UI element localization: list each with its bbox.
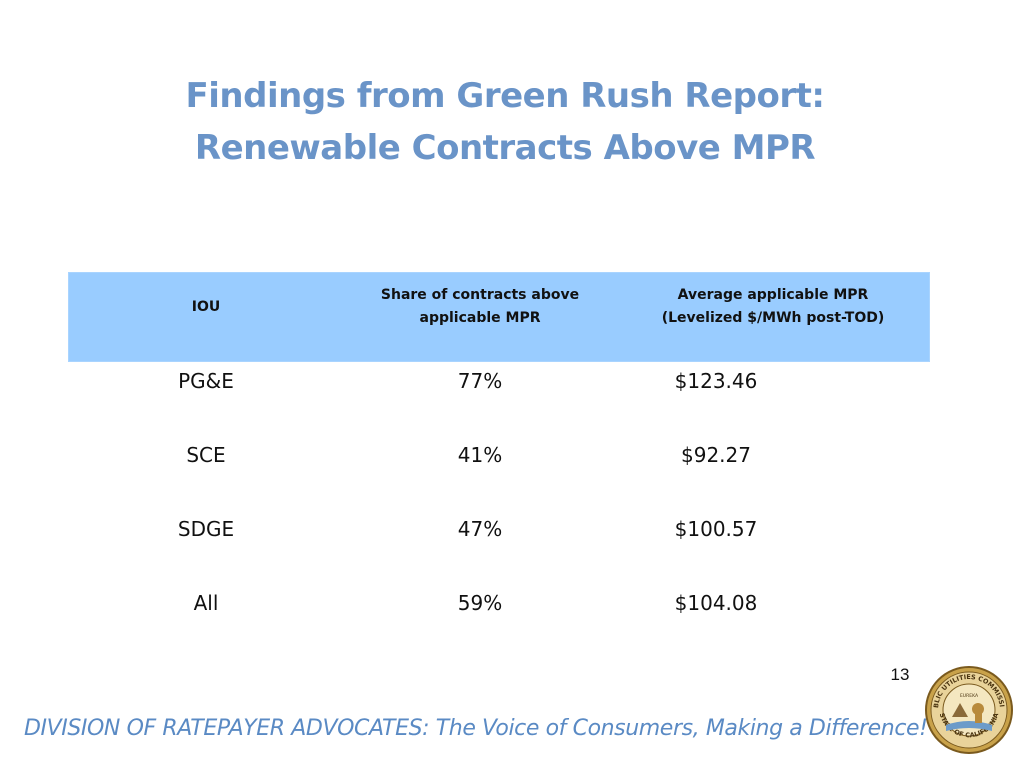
page-number: 13 xyxy=(890,665,910,684)
table-row: SCE 41% $92.27 xyxy=(68,436,930,510)
header-share-line-2: applicable MPR xyxy=(419,310,541,326)
cell-iou: SDGE xyxy=(177,517,235,541)
slide-title-line-2: Renewable Contracts Above MPR xyxy=(194,128,816,168)
header-average-mpr: Average applicable MPR (Levelized $/MWh … xyxy=(616,272,930,362)
footer-tagline: DIVISION OF RATEPAYER ADVOCATES: The Voi… xyxy=(24,716,928,741)
cell-share: 47% xyxy=(457,517,503,541)
cell-average-mpr: $123.46 xyxy=(674,369,758,393)
table-row: PG&E 77% $123.46 xyxy=(68,362,930,436)
header-iou-label: IOU xyxy=(191,299,221,315)
cell-share: 59% xyxy=(457,591,503,615)
cell-iou: SCE xyxy=(186,443,226,467)
slide-title: Findings from Green Rush Report: Renewab… xyxy=(0,70,1010,174)
header-avg-line-2: (Levelized $/MWh post-TOD) xyxy=(661,310,885,326)
cell-share: 77% xyxy=(457,369,503,393)
findings-table: IOU Share of contracts above applicable … xyxy=(68,272,930,658)
cell-share: 41% xyxy=(457,443,503,467)
cell-average-mpr: $92.27 xyxy=(681,443,751,467)
cell-iou: All xyxy=(193,591,219,615)
table-header: IOU Share of contracts above applicable … xyxy=(68,272,930,362)
header-share: Share of contracts above applicable MPR xyxy=(344,272,616,362)
header-iou: IOU xyxy=(68,272,344,362)
cell-average-mpr: $104.08 xyxy=(674,591,758,615)
seal-motto: EUREKA xyxy=(960,693,979,699)
header-avg-line-1: Average applicable MPR xyxy=(677,287,869,303)
state-seal-icon: PUBLIC UTILITIES COMMISSION STATE OF CAL… xyxy=(924,665,1013,754)
header-share-line-1: Share of contracts above xyxy=(380,287,580,303)
slide-title-line-1: Findings from Green Rush Report: xyxy=(185,76,825,116)
cell-average-mpr: $100.57 xyxy=(674,517,758,541)
table-row: SDGE 47% $100.57 xyxy=(68,510,930,584)
table-row: All 59% $104.08 xyxy=(68,584,930,658)
cell-iou: PG&E xyxy=(178,369,234,393)
